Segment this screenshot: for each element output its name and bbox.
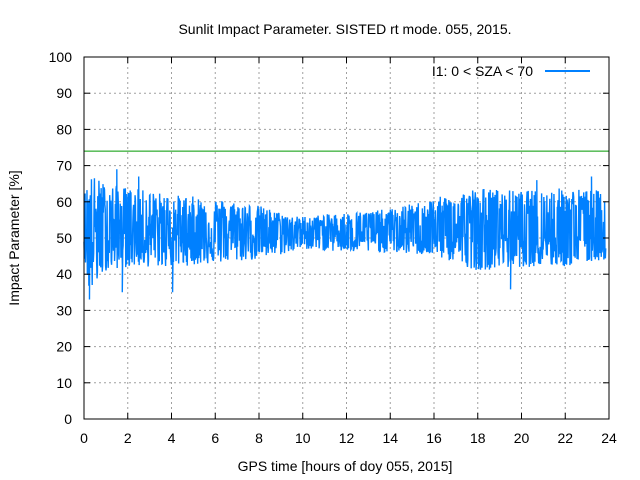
x-tick-label: 16 (426, 430, 442, 446)
y-tick-label: 70 (56, 158, 72, 174)
x-tick-label: 12 (339, 430, 355, 446)
y-tick-label: 80 (56, 121, 72, 137)
y-tick-label: 10 (56, 375, 72, 391)
chart-title: Sunlit Impact Parameter. SISTED rt mode.… (178, 21, 511, 37)
y-tick-label: 20 (56, 339, 72, 355)
y-tick-label: 40 (56, 266, 72, 282)
y-axis-label: Impact Parameter [%] (6, 170, 22, 305)
x-tick-label: 22 (557, 430, 573, 446)
series-layer (83, 169, 607, 300)
x-tick-label: 24 (601, 430, 617, 446)
y-tick-label: 0 (64, 411, 72, 427)
x-tick-label: 2 (124, 430, 132, 446)
x-tick-label: 10 (295, 430, 311, 446)
x-tick-label: 14 (382, 430, 398, 446)
y-tick-label: 100 (49, 49, 73, 65)
x-axis-label: GPS time [hours of doy 055, 2015] (238, 458, 453, 474)
x-axis-ticks: 0 2 4 6 8 10 12 14 16 18 20 22 24 (80, 57, 617, 446)
y-tick-label: 60 (56, 194, 72, 210)
x-tick-label: 20 (514, 430, 530, 446)
x-tick-label: 4 (168, 430, 176, 446)
x-tick-label: 6 (211, 430, 219, 446)
y-axis-ticks: 0 10 20 30 40 50 60 70 80 90 100 (49, 49, 609, 427)
x-tick-label: 0 (80, 430, 88, 446)
x-tick-label: 18 (470, 430, 486, 446)
x-tick-label: 8 (255, 430, 263, 446)
legend: I1: 0 < SZA < 70 (432, 63, 590, 79)
legend-label: I1: 0 < SZA < 70 (432, 63, 533, 79)
y-tick-label: 30 (56, 302, 72, 318)
series-line-I1 (83, 169, 607, 300)
y-tick-label: 90 (56, 85, 72, 101)
y-tick-label: 50 (56, 230, 72, 246)
